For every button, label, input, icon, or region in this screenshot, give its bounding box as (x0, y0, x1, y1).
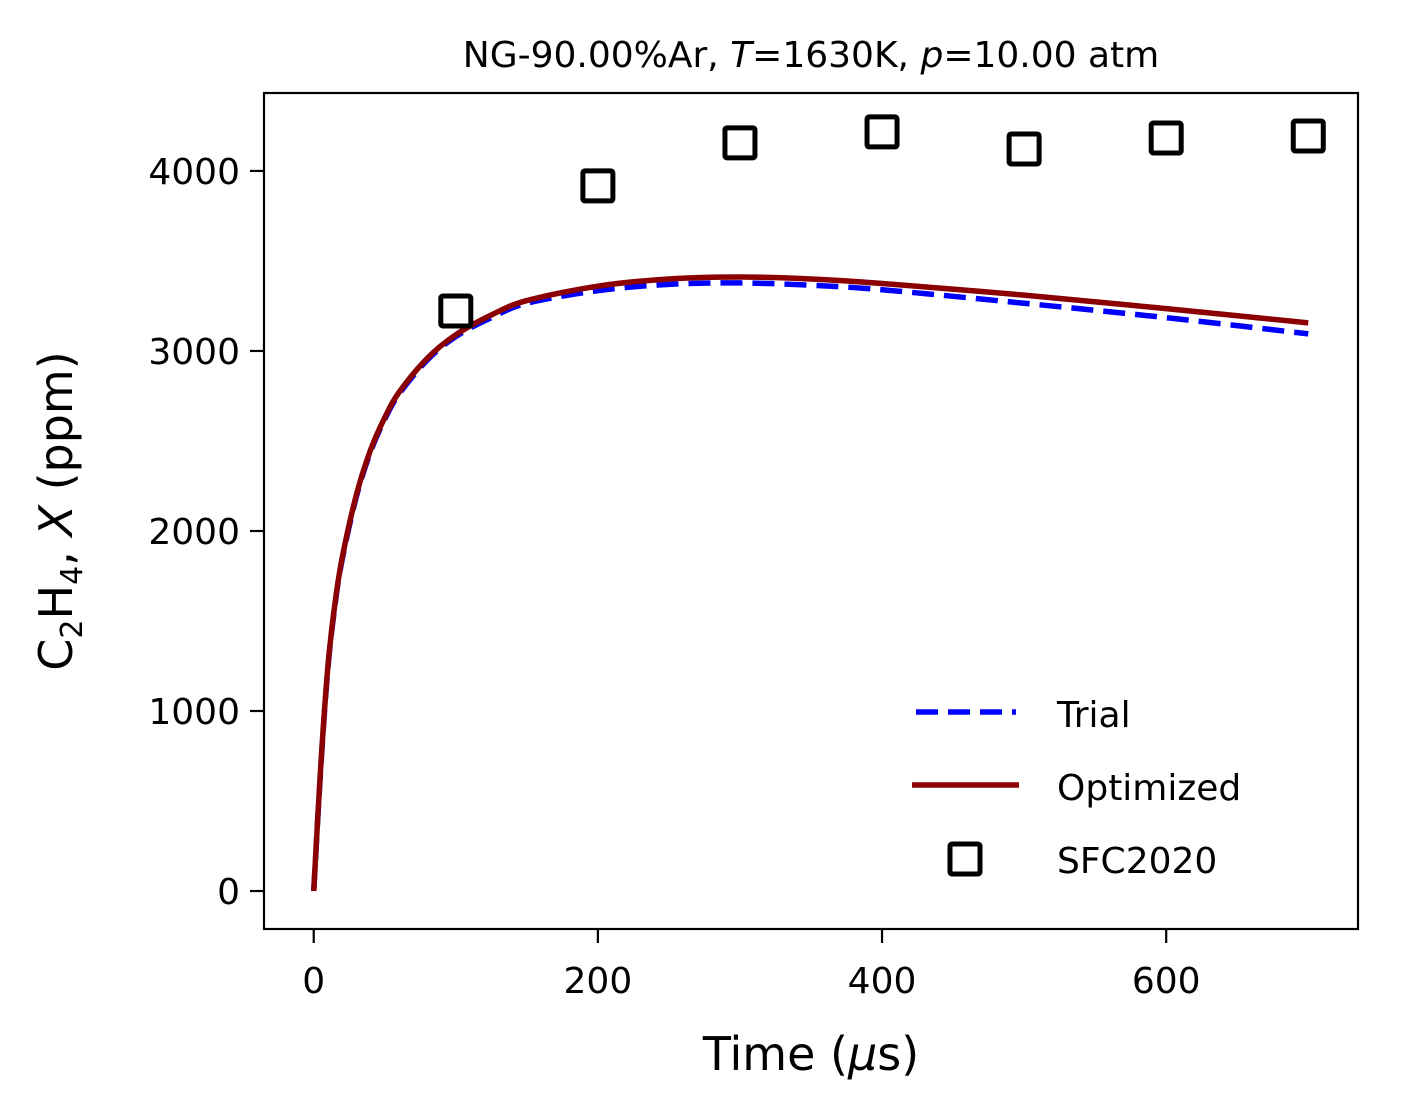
x-axis-label: Time (μs) (702, 1027, 919, 1081)
x-tick-label: 600 (1132, 961, 1201, 1002)
x-tick-label: 200 (564, 961, 633, 1002)
data-point-sfc2020 (864, 114, 900, 150)
legend-optimized-label: Optimized (1057, 768, 1241, 809)
y-axis-label: C2H4, X (ppm) (29, 351, 90, 670)
data-point-sfc2020 (438, 293, 474, 329)
legend: Trial Optimized SFC2020 (912, 695, 1241, 882)
y-tick-label: 0 (217, 872, 240, 913)
data-point-sfc2020 (1006, 131, 1042, 167)
legend-trial-label: Trial (1056, 695, 1131, 736)
y-tick-label: 1000 (148, 692, 240, 733)
x-tick-label: 400 (848, 961, 917, 1002)
data-point-sfc2020 (722, 125, 758, 161)
y-tick-label: 2000 (148, 512, 240, 553)
legend-sfc2020-marker (947, 841, 983, 877)
legend-sfc2020-label: SFC2020 (1057, 841, 1217, 882)
plot-series (310, 114, 1326, 892)
chart-title: NG-90.00%Ar, T=1630K, p=10.00 atm (463, 35, 1159, 76)
y-axis-ticks: 0 1000 2000 3000 4000 (148, 152, 264, 913)
y-tick-label: 4000 (148, 152, 240, 193)
axes-frame (262, 91, 1360, 931)
x-tick-label: 0 (302, 961, 325, 1002)
data-point-sfc2020 (1290, 118, 1326, 154)
x-axis-ticks: 0 200 400 600 (302, 929, 1201, 1002)
data-point-sfc2020 (1148, 120, 1184, 156)
data-point-sfc2020 (580, 168, 616, 204)
y-tick-label: 3000 (148, 332, 240, 373)
